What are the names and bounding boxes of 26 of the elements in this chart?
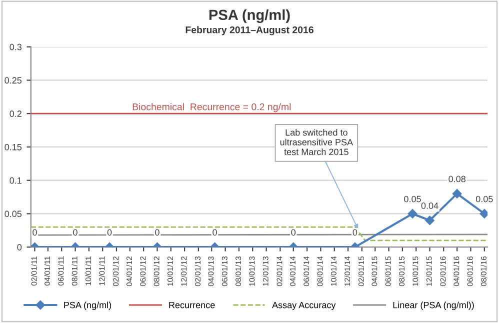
legend-label: Recurrence [169, 302, 215, 308]
data-label: 0 [212, 229, 217, 236]
legend-label: PSA (ng/ml) [64, 302, 112, 310]
annotation: Biochemical Recurrence = 0.2 ng/ml [132, 103, 291, 112]
chart-title: PSA (ng/ml) [209, 9, 290, 23]
y-tick-label: 0.1 [10, 177, 22, 184]
data-label: 0.05 [476, 196, 493, 202]
data-label: 0.04 [421, 202, 438, 209]
data-label: 0 [107, 229, 112, 236]
y-tick-label: 0 [17, 244, 22, 250]
y-tick-label: 0.05 [4, 210, 22, 218]
data-label: 0 [32, 229, 37, 236]
annotation: Lab switched to ultrasensitive PSA test March 2015 [280, 129, 354, 156]
data-label: 0 [73, 229, 78, 236]
data-label: 0.08 [448, 176, 466, 182]
y-tick-label: 0.25 [4, 77, 22, 84]
legend-label: Linear (PSA (ng/ml)) [393, 302, 474, 310]
legend-label: Assay Accuracy [272, 302, 336, 310]
y-tick-label: 0.3 [10, 44, 22, 50]
data-label: 0 [291, 229, 296, 236]
chart-subtitle: February 2011–August 2016 [186, 26, 314, 36]
data-label: 0.05 [404, 196, 421, 202]
data-label: 0 [155, 229, 160, 236]
data-label: 0 [352, 229, 358, 236]
y-tick-label: 0.2 [10, 110, 22, 117]
y-tick-label: 0.15 [4, 144, 22, 150]
